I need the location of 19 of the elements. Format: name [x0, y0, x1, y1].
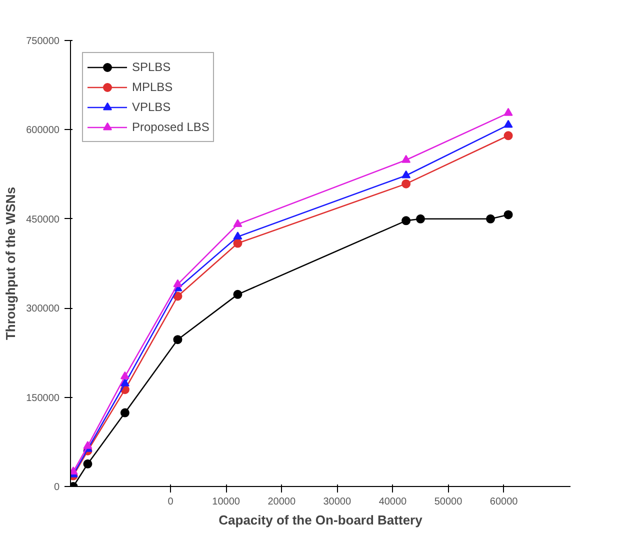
y-axis-title: Throughput of the WSNs — [3, 186, 18, 340]
x-tick-label: 0 — [168, 496, 174, 508]
legend-label: SPLBS — [132, 60, 171, 74]
legend-label: Proposed LBS — [132, 120, 210, 134]
x-tick-label: 20000 — [268, 496, 296, 508]
y-tick-label: 750000 — [26, 36, 60, 47]
x-tick-label: 40000 — [378, 496, 408, 508]
legend-label: MPLBS — [132, 80, 173, 94]
y-tick-label: 450000 — [26, 214, 60, 226]
y-tick-label: 0 — [54, 482, 60, 493]
x-tick-label: 60000 — [490, 496, 518, 508]
x-tick-label: 10000 — [212, 496, 240, 508]
x-axis-title: Capacity of the On-board Battery — [218, 512, 424, 528]
y-tick-label: 600000 — [26, 125, 60, 136]
legend-label: VPLBS — [132, 100, 171, 114]
x-tick-label: 30000 — [323, 496, 352, 508]
y-tick-label: 300000 — [26, 304, 60, 315]
x-tick-label: 50000 — [434, 496, 463, 508]
y-tick-label: 150000 — [26, 392, 60, 404]
